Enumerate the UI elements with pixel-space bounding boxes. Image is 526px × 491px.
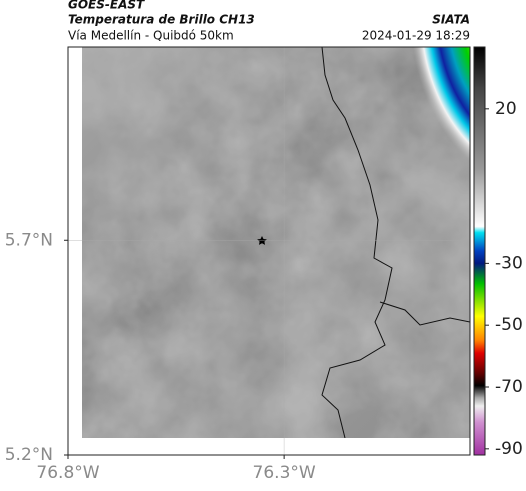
- satellite-name: GOES-EAST: [68, 0, 145, 12]
- source: SIATA: [432, 13, 470, 27]
- cold-cloud: [395, 47, 470, 182]
- border: [379, 301, 470, 326]
- region: Vía Medellín - Quibdó 50km: [68, 29, 234, 43]
- map-frame: [67, 46, 471, 456]
- colorbar-tick-label: -90: [495, 439, 523, 459]
- colorbar-tick-label: -30: [495, 253, 523, 273]
- x-tick-label: 76.3°W: [253, 463, 316, 483]
- datetime: 2024-01-29 18:29: [362, 29, 470, 43]
- x-tick-label: 76.8°W: [36, 463, 99, 483]
- colorbar: [473, 46, 486, 456]
- y-tick-label: 5.2°N: [5, 445, 53, 465]
- border: [321, 47, 393, 438]
- colorbar-tick-label: -70: [495, 377, 523, 397]
- imagery: [82, 47, 470, 438]
- colorbar-tick-label: 20: [495, 99, 517, 119]
- colorbar-tick-label: -50: [495, 315, 523, 335]
- product-title: Temperatura de Brillo CH13: [68, 13, 255, 27]
- y-tick-label: 5.7°N: [5, 230, 53, 250]
